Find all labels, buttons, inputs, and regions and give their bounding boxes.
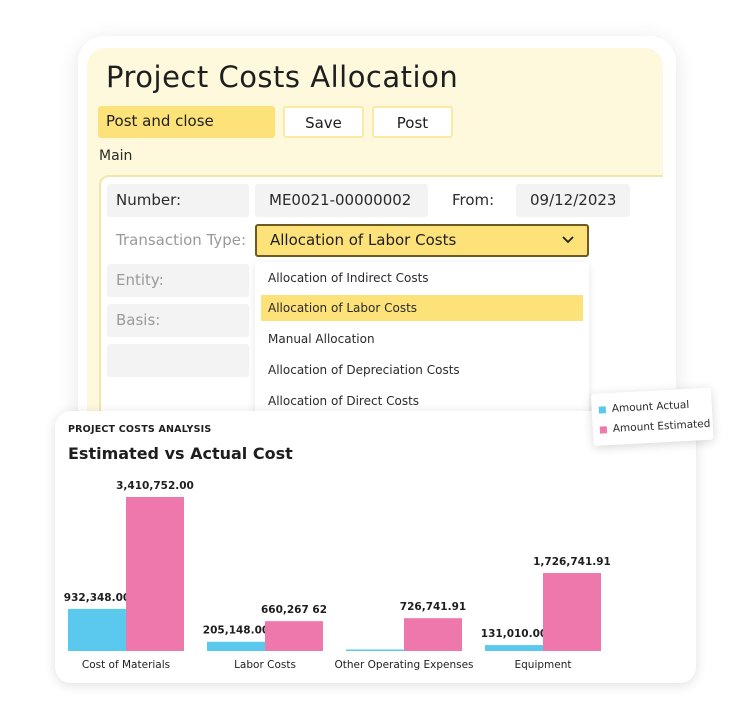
dropdown-option[interactable]: Manual Allocation: [268, 332, 375, 346]
estimated-bar: [404, 618, 462, 651]
legend-item-estimated: Amount Estimated: [599, 417, 711, 437]
legend-item-actual: Amount Actual: [598, 398, 690, 417]
estimated-bar: [543, 573, 601, 651]
legend-swatch-actual: [598, 405, 607, 414]
data-label: 660,267 62: [261, 604, 327, 616]
from-date-field[interactable]: 09/12/2023: [516, 184, 630, 217]
basis-label: Basis:: [107, 304, 249, 337]
post-and-close-button[interactable]: Post and close: [98, 106, 275, 138]
transaction-type-select[interactable]: Allocation of Labor Costs: [255, 224, 589, 257]
legend-label-estimated: Amount Estimated: [612, 417, 711, 435]
data-label: 932,348.00: [64, 592, 130, 604]
transaction-type-label: Transaction Type:: [107, 224, 249, 257]
legend-swatch-estimated: [599, 425, 608, 434]
actual-bar: [485, 645, 543, 651]
save-button[interactable]: Save: [283, 106, 364, 138]
section-label-main: Main: [99, 148, 133, 164]
transaction-type-value: Allocation of Labor Costs: [270, 231, 457, 249]
page-title: Project Costs Allocation: [106, 60, 459, 94]
category-label: Labor Costs: [234, 659, 296, 671]
chart-kicker: PROJECT COSTS ANALYSIS: [68, 424, 212, 435]
category-label: Equipment: [515, 659, 572, 671]
transaction-type-dropdown: Allocation of Indirect Costs Allocation …: [255, 262, 589, 422]
data-label: 3,410,752.00: [116, 480, 194, 492]
category-label: Cost of Materials: [82, 659, 170, 671]
from-label: From:: [452, 191, 495, 209]
data-label: 726,741.91: [400, 601, 466, 613]
entity-label: Entity:: [107, 264, 249, 297]
actual-bar: [68, 608, 126, 651]
dropdown-option[interactable]: Allocation of Direct Costs: [268, 394, 420, 408]
empty-field-label: [107, 344, 249, 377]
chevron-down-icon: [562, 236, 574, 244]
estimated-bar: [265, 621, 323, 651]
number-label: Number:: [107, 184, 249, 217]
dropdown-option-selected[interactable]: Allocation of Labor Costs: [261, 295, 583, 321]
chart-title: Estimated vs Actual Cost: [68, 444, 293, 463]
actual-bar: [346, 649, 404, 651]
data-label: 1,726,741.91: [533, 556, 611, 568]
category-label: Other Operating Expenses: [334, 659, 473, 671]
post-button[interactable]: Post: [372, 106, 453, 138]
number-field[interactable]: ME0021-00000002: [255, 184, 428, 217]
estimated-bar: [126, 497, 184, 651]
chart-legend: Amount Actual Amount Estimated: [591, 387, 714, 446]
data-label: 205,148.00: [203, 625, 269, 637]
dropdown-option[interactable]: Allocation of Depreciation Costs: [268, 363, 460, 377]
data-label: 131,010.00: [481, 628, 547, 640]
legend-label-actual: Amount Actual: [611, 398, 690, 415]
dropdown-option[interactable]: Allocation of Indirect Costs: [268, 271, 429, 285]
actual-bar: [207, 641, 265, 651]
